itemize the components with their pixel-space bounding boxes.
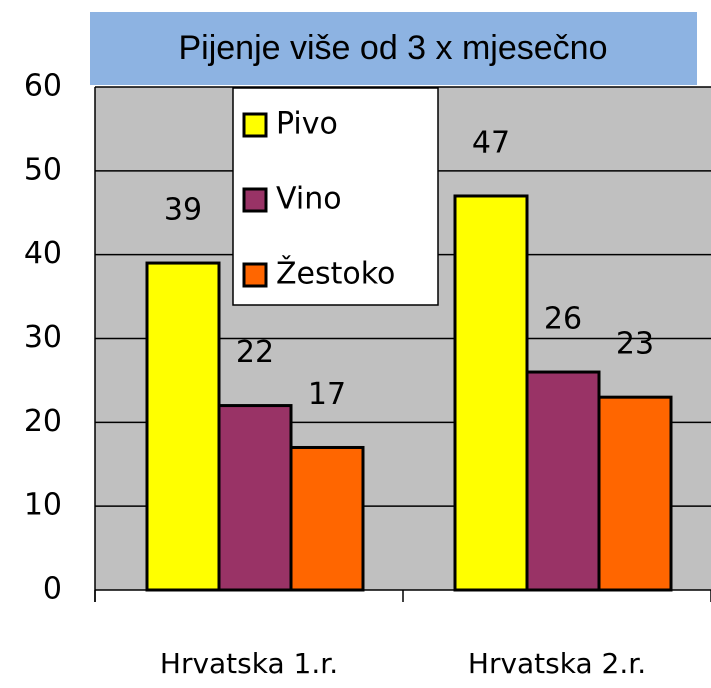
data-label: 17	[308, 377, 346, 412]
y-tick-label: 30	[24, 320, 62, 355]
legend-label: Žestoko	[276, 256, 395, 292]
x-tick-label: Hrvatska 2.r.	[468, 647, 646, 680]
data-label: 39	[164, 193, 202, 228]
y-tick-label: 40	[24, 236, 62, 271]
y-tick-label: 50	[24, 152, 62, 187]
legend: Pivo Vino Žestoko	[232, 87, 439, 306]
legend-swatch	[242, 262, 268, 288]
data-label: 47	[472, 125, 510, 160]
chart-title: Pijenje više od 3 x mjesečno	[178, 29, 607, 67]
x-tick-label: Hrvatska 1.r.	[160, 647, 338, 680]
bar	[145, 261, 221, 592]
y-tick-label: 60	[24, 69, 62, 104]
bar	[289, 445, 365, 592]
legend-swatch	[242, 112, 268, 138]
legend-label: Vino	[276, 182, 342, 217]
title-box	[90, 12, 697, 85]
data-label: 26	[544, 302, 582, 337]
data-label: 22	[236, 335, 274, 370]
y-tick-label: 10	[24, 488, 62, 523]
bar	[597, 395, 673, 592]
data-label: 23	[616, 327, 654, 362]
y-tick-label: 0	[43, 572, 62, 607]
bar	[217, 404, 293, 592]
legend-swatch	[242, 187, 268, 213]
bar	[453, 194, 529, 592]
legend-label: Pivo	[276, 107, 338, 142]
marks: 0 10 20 30 40 50 60 Hrvatska 1.r. 39 22 17 Hrvatska…	[24, 69, 711, 680]
y-tick-label: 20	[24, 404, 62, 439]
bar	[525, 370, 601, 592]
